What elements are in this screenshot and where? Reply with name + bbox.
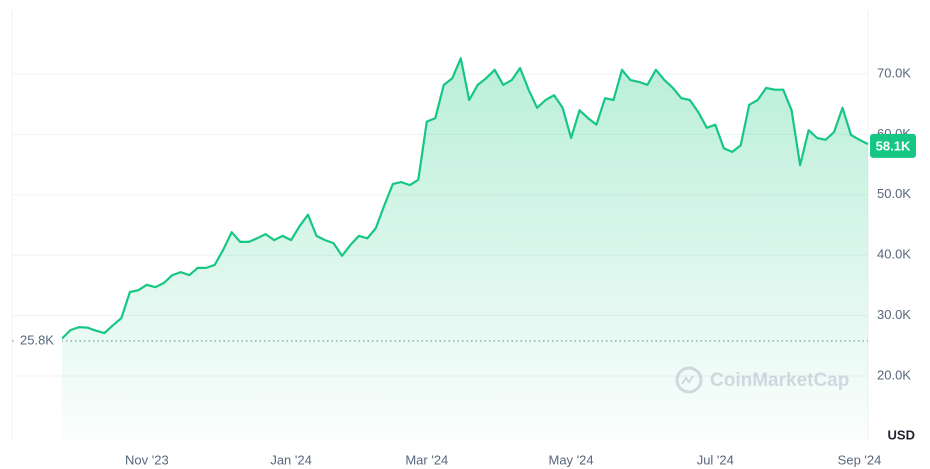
y-tick-label: 20.0K — [877, 367, 911, 382]
price-line — [61, 57, 869, 340]
x-tick-label: Nov '23 — [125, 452, 169, 467]
watermark-text: CoinMarketCap — [710, 370, 849, 391]
area-fill — [62, 58, 868, 441]
reference-label-bg — [14, 332, 62, 349]
y-tick-label: 40.0K — [877, 247, 911, 262]
x-tick-label: Sep '24 — [838, 452, 882, 467]
y-tick-label: 30.0K — [877, 307, 911, 322]
x-tick-label: Mar '24 — [405, 452, 448, 467]
watermark: CoinMarketCap — [675, 366, 849, 394]
reference-label: 25.8K — [20, 332, 54, 347]
y-tick-label: 70.0K — [877, 65, 911, 80]
last-price-label: 58.1K — [876, 138, 911, 153]
y-axis-label: USD — [888, 427, 915, 442]
x-tick-label: May '24 — [548, 452, 593, 467]
last-price-badge — [870, 133, 916, 158]
y-tick-label: 50.0K — [877, 186, 911, 201]
x-tick-label: Jul '24 — [697, 452, 734, 467]
x-tick-label: Jan '24 — [270, 452, 312, 467]
